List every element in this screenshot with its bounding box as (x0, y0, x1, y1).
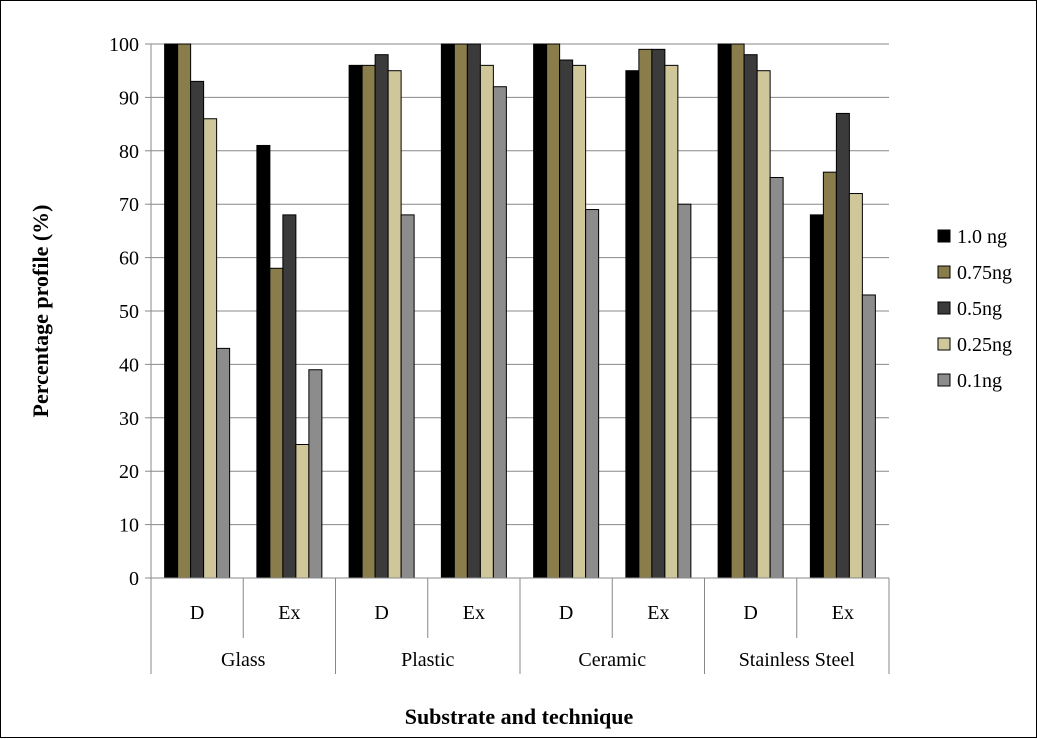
y-tick-label: 10 (119, 515, 139, 537)
y-tick-label: 0 (129, 568, 139, 590)
bar (203, 118, 218, 579)
x-group-label: Ceramic (578, 649, 646, 671)
bar (216, 347, 231, 579)
bar (348, 64, 363, 579)
legend-swatch (937, 373, 951, 387)
bar (585, 209, 600, 579)
bar (361, 64, 376, 579)
x-category-labels: D Ex D Ex D Ex D Ex Glass Plastic Ceramic Stainless… (190, 602, 855, 671)
bar (190, 80, 205, 579)
y-tick-label: 60 (119, 248, 139, 270)
legend: 1.0 ng 0.75ng 0.5ng 0.25ng 0.1ng (937, 226, 1012, 392)
bar (400, 214, 415, 579)
bar (809, 214, 824, 579)
bar (677, 203, 692, 579)
bar (282, 214, 297, 579)
x-category-label: Ex (463, 602, 485, 624)
bar (453, 43, 468, 579)
bar (466, 43, 481, 579)
bar (572, 64, 587, 579)
legend-label: 0.25ng (957, 334, 1012, 356)
bar (835, 112, 850, 579)
bar (638, 48, 653, 579)
axes (150, 44, 890, 674)
bar (769, 177, 784, 579)
y-tick-label: 40 (119, 354, 139, 376)
y-tick-label: 90 (119, 87, 139, 109)
x-category-label: Ex (647, 602, 669, 624)
bar (822, 171, 837, 579)
legend-swatch (937, 337, 951, 351)
bar (559, 59, 574, 579)
bar (164, 43, 179, 579)
y-tick-label: 50 (119, 301, 139, 323)
bar (387, 70, 402, 579)
y-tick-label: 100 (109, 34, 139, 56)
bar (625, 70, 640, 579)
y-tick-labels: 0 10 20 30 40 50 60 70 80 90 100 (109, 34, 139, 590)
legend-label: 0.1ng (957, 370, 1002, 392)
bar (730, 43, 745, 579)
bar (848, 193, 863, 579)
bar (492, 86, 507, 579)
x-group-label: Glass (221, 649, 266, 671)
bar (440, 43, 455, 579)
bar (743, 54, 758, 579)
y-axis-title: Percentage profile (%) (28, 205, 53, 418)
x-category-label: D (374, 602, 388, 624)
y-tick-label: 20 (119, 461, 139, 483)
legend-swatch (937, 265, 951, 279)
bar (717, 43, 732, 579)
bar (861, 294, 876, 579)
y-tick-label: 70 (119, 194, 139, 216)
bar (479, 64, 494, 579)
legend-swatch (937, 229, 951, 243)
x-category-label: D (190, 602, 204, 624)
bar (177, 43, 192, 579)
bar (295, 444, 310, 579)
bar (374, 54, 389, 579)
x-axis-title: Substrate and technique (405, 704, 634, 729)
bar (756, 70, 771, 579)
bar (533, 43, 548, 579)
legend-label: 0.5ng (957, 298, 1002, 320)
bar (256, 144, 271, 579)
x-category-label: Ex (832, 602, 854, 624)
bar (664, 64, 679, 579)
bar (546, 43, 561, 579)
y-tick-label: 80 (119, 141, 139, 163)
x-category-label: Ex (278, 602, 300, 624)
x-group-label: Plastic (401, 649, 454, 671)
bar (651, 48, 666, 579)
bar (308, 369, 323, 579)
legend-label: 0.75ng (957, 262, 1012, 284)
x-group-label: Stainless Steel (739, 649, 856, 671)
legend-swatch (937, 301, 951, 315)
x-category-label: D (559, 602, 573, 624)
x-category-label: D (743, 602, 757, 624)
legend-label: 1.0 ng (957, 226, 1007, 248)
y-tick-label: 30 (119, 408, 139, 430)
bar (269, 267, 284, 579)
